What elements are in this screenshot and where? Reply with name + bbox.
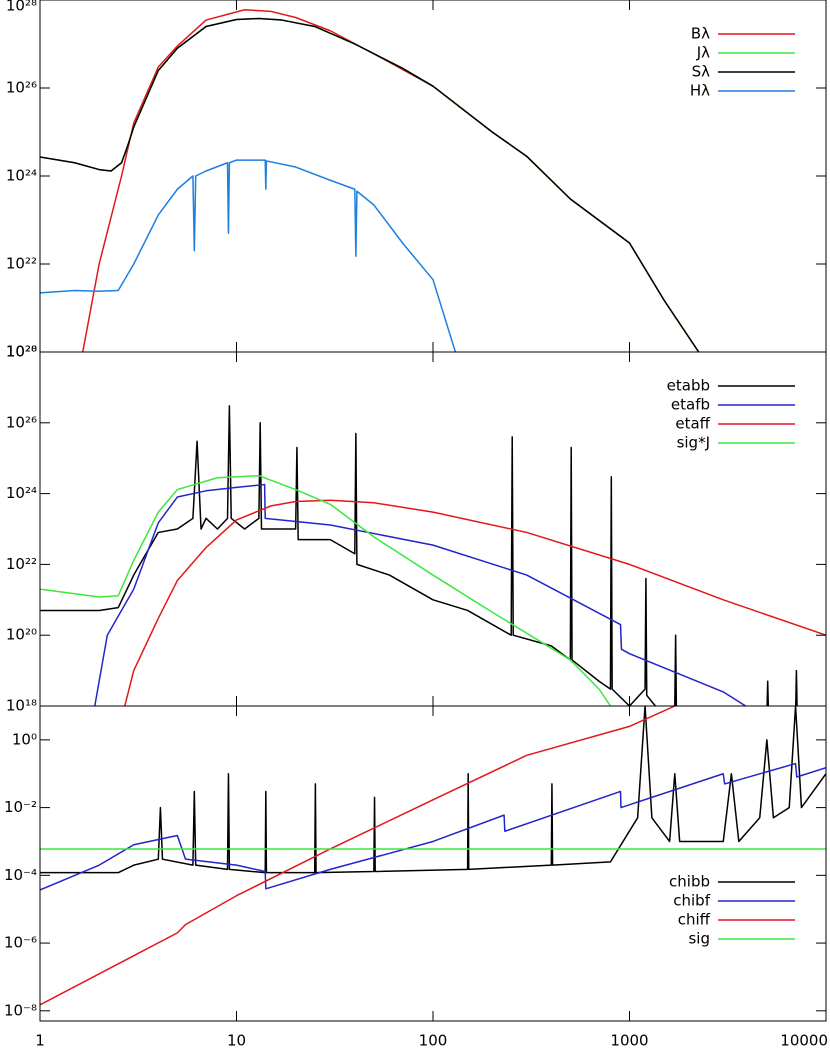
series-line: [40, 474, 612, 706]
legend-label: chiff: [678, 911, 711, 929]
x-tick-label: 100: [419, 1032, 448, 1050]
y-tick-label: 10²⁸: [6, 343, 37, 361]
y-tick-label: 10¹⁸: [6, 697, 37, 715]
y-tick-label: 10²⁰: [6, 343, 37, 361]
series-line: [40, 762, 826, 891]
legend-label: Bλ: [691, 25, 710, 43]
legend-label: etabb: [667, 377, 710, 395]
series-line: [40, 405, 798, 706]
y-tick-label: 10⁰: [12, 730, 37, 748]
y-tick-label: 10²⁶: [6, 413, 37, 431]
y-tick-label: 10⁻²: [4, 798, 37, 816]
legend-label: Sλ: [692, 63, 711, 81]
legend-label: sig*J: [677, 434, 710, 452]
legend-label: etafb: [671, 396, 710, 414]
series-line: [40, 17, 700, 352]
series-line: [124, 499, 826, 706]
panel: 10¹⁸ 10²⁰ 10²² 10²⁴ 10²⁶ 10²⁸ etabbetafbetaffs…: [6, 343, 827, 715]
plot-frame: [39, 705, 827, 1022]
series-line: [40, 706, 826, 874]
series-line: [40, 706, 676, 1006]
series-line: [82, 9, 700, 352]
y-tick-label: 10⁻⁴: [4, 866, 37, 884]
x-tick-label: 1000: [610, 1032, 648, 1050]
y-tick-label: 10⁻⁸: [4, 1001, 37, 1019]
series-line: [94, 483, 747, 706]
x-tick-label: 10000: [780, 1032, 828, 1050]
y-tick-label: 10²²: [6, 255, 37, 273]
x-tick-label: 10: [227, 1032, 246, 1050]
y-tick-label: 10²⁴: [6, 167, 37, 185]
y-tick-label: 10²⁰: [6, 626, 37, 644]
series-line: [40, 159, 457, 352]
y-tick-label: 10²⁴: [6, 484, 37, 502]
x-tick-label: 1: [35, 1032, 45, 1050]
legend-label: chibb: [669, 873, 710, 891]
legend-label: Hλ: [690, 82, 710, 100]
y-tick-label: 10²⁸: [6, 0, 37, 15]
y-tick-label: 10²⁶: [6, 79, 37, 97]
legend-label: Jλ: [696, 44, 710, 62]
series-line: [40, 17, 700, 352]
legend-label: chibf: [673, 892, 710, 910]
y-tick-label: 10²²: [6, 555, 37, 573]
y-tick-label: 10⁻⁶: [4, 934, 37, 952]
legend-label: etaff: [675, 415, 710, 433]
legend-label: sig: [688, 930, 710, 948]
